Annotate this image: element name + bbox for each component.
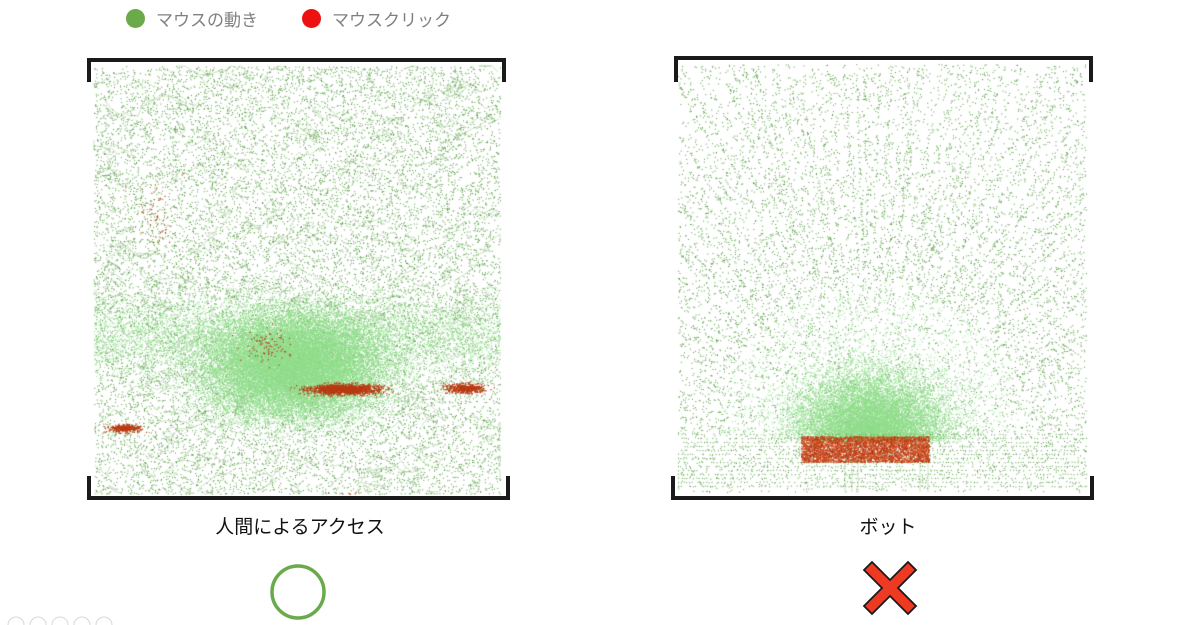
legend-dot-green-icon: [126, 9, 145, 28]
legend-item-mouse-move: マウスの動き: [126, 6, 258, 31]
human-heatmap: [86, 58, 510, 502]
human-heatmap-frame: [87, 58, 510, 500]
bot-heatmap: [670, 56, 1096, 502]
circle-icon: [270, 564, 326, 620]
bot-caption: ボット: [859, 516, 917, 538]
legend-label: マウスの動き: [156, 11, 258, 31]
human-heatmap-panel: [86, 58, 510, 502]
legend-label: マウスクリック: [332, 11, 451, 31]
legend-dot-red-icon: [302, 9, 321, 28]
bot-heatmap-panel: [670, 56, 1096, 502]
bot-heatmap-frame: [671, 56, 1094, 500]
legend-item-mouse-click: マウスクリック: [302, 6, 451, 31]
human-caption: 人間によるアクセス: [215, 516, 385, 538]
legend: マウスの動き マウスクリック: [126, 6, 495, 31]
cross-icon: [862, 560, 918, 616]
decorative-arcs: [7, 616, 113, 625]
